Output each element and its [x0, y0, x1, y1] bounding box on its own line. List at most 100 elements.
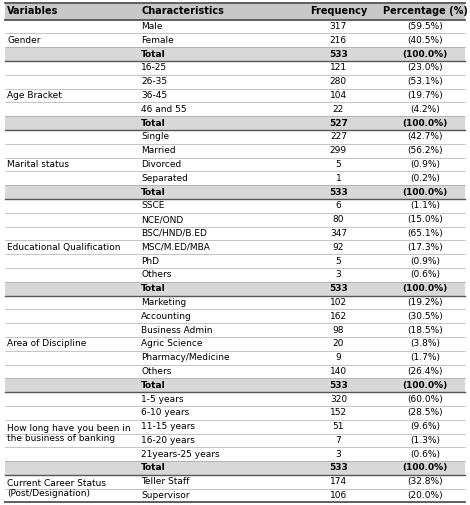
Text: 16-25: 16-25 — [141, 64, 167, 73]
Text: (17.3%): (17.3%) — [407, 243, 443, 252]
Text: Total: Total — [141, 381, 166, 390]
Text: 3: 3 — [336, 449, 341, 459]
Text: Area of Discipline: Area of Discipline — [7, 339, 86, 348]
Text: Teller Staff: Teller Staff — [141, 477, 189, 486]
Text: (26.4%): (26.4%) — [407, 367, 443, 376]
Text: Total: Total — [141, 284, 166, 293]
Text: (23.0%): (23.0%) — [407, 64, 443, 73]
Text: 533: 533 — [329, 464, 348, 473]
Text: 21years-25 years: 21years-25 years — [141, 449, 219, 459]
Text: 317: 317 — [330, 22, 347, 31]
Text: Marketing: Marketing — [141, 298, 186, 307]
Text: (100.0%): (100.0%) — [403, 284, 448, 293]
Text: (100.0%): (100.0%) — [403, 381, 448, 390]
Text: 102: 102 — [330, 298, 347, 307]
Text: PhD: PhD — [141, 257, 159, 266]
Text: 26-35: 26-35 — [141, 77, 167, 86]
Text: Total: Total — [141, 119, 166, 128]
Text: 9: 9 — [336, 353, 341, 362]
Text: (56.2%): (56.2%) — [407, 146, 443, 155]
Text: Agric Science: Agric Science — [141, 339, 203, 348]
Text: Variables: Variables — [7, 6, 58, 16]
Text: 533: 533 — [329, 284, 348, 293]
Text: Male: Male — [141, 22, 163, 31]
Text: Divorced: Divorced — [141, 160, 181, 169]
Text: Female: Female — [141, 36, 174, 45]
Text: (3.8%): (3.8%) — [410, 339, 440, 348]
Text: 6-10 years: 6-10 years — [141, 409, 189, 417]
Text: 299: 299 — [330, 146, 347, 155]
Text: Educational Qualification: Educational Qualification — [7, 243, 120, 252]
Text: BSC/HND/B.ED: BSC/HND/B.ED — [141, 229, 207, 238]
Text: MSC/M.ED/MBA: MSC/M.ED/MBA — [141, 243, 210, 252]
Text: (19.7%): (19.7%) — [407, 91, 443, 100]
Text: (100.0%): (100.0%) — [403, 188, 448, 196]
Text: Total: Total — [141, 188, 166, 196]
Text: NCE/OND: NCE/OND — [141, 215, 183, 224]
Text: 1-5 years: 1-5 years — [141, 394, 183, 403]
Bar — [5, 282, 465, 295]
Text: 162: 162 — [330, 312, 347, 321]
Text: (32.8%): (32.8%) — [407, 477, 443, 486]
Text: (15.0%): (15.0%) — [407, 215, 443, 224]
Text: 11-15 years: 11-15 years — [141, 422, 195, 431]
Text: Single: Single — [141, 132, 169, 141]
Text: (28.5%): (28.5%) — [407, 409, 443, 417]
Text: 6: 6 — [336, 201, 341, 211]
Text: 104: 104 — [330, 91, 347, 100]
Text: 7: 7 — [336, 436, 341, 445]
Text: (0.9%): (0.9%) — [410, 160, 440, 169]
Text: 16-20 years: 16-20 years — [141, 436, 195, 445]
Text: (100.0%): (100.0%) — [403, 49, 448, 59]
Text: 152: 152 — [330, 409, 347, 417]
Text: (1.3%): (1.3%) — [410, 436, 440, 445]
Text: 5: 5 — [336, 257, 341, 266]
Text: Percentage (%): Percentage (%) — [383, 6, 468, 16]
Text: 174: 174 — [330, 477, 347, 486]
Text: 20: 20 — [333, 339, 344, 348]
Text: (9.6%): (9.6%) — [410, 422, 440, 431]
Text: (65.1%): (65.1%) — [407, 229, 443, 238]
Text: Age Bracket: Age Bracket — [7, 91, 62, 100]
Text: (40.5%): (40.5%) — [407, 36, 443, 45]
Text: (1.1%): (1.1%) — [410, 201, 440, 211]
Text: 106: 106 — [330, 491, 347, 500]
Text: 227: 227 — [330, 132, 347, 141]
Text: Supervisor: Supervisor — [141, 491, 189, 500]
Text: 80: 80 — [333, 215, 344, 224]
Text: Separated: Separated — [141, 174, 188, 183]
Text: 5: 5 — [336, 160, 341, 169]
Text: Pharmacy/Medicine: Pharmacy/Medicine — [141, 353, 230, 362]
Text: 121: 121 — [330, 64, 347, 73]
Text: Marital status: Marital status — [7, 160, 69, 169]
Text: 320: 320 — [330, 394, 347, 403]
Text: 22: 22 — [333, 105, 344, 114]
Text: (42.7%): (42.7%) — [407, 132, 443, 141]
Bar — [5, 461, 465, 475]
Text: 1: 1 — [336, 174, 341, 183]
Text: (100.0%): (100.0%) — [403, 464, 448, 473]
Text: Current Career Status
(Post/Designation): Current Career Status (Post/Designation) — [7, 479, 106, 498]
Text: (18.5%): (18.5%) — [407, 326, 443, 334]
Text: (20.0%): (20.0%) — [407, 491, 443, 500]
Text: (0.6%): (0.6%) — [410, 449, 440, 459]
Text: 527: 527 — [329, 119, 348, 128]
Text: SSCE: SSCE — [141, 201, 164, 211]
Text: (53.1%): (53.1%) — [407, 77, 443, 86]
Text: (1.7%): (1.7%) — [410, 353, 440, 362]
Text: 140: 140 — [330, 367, 347, 376]
Text: 46 and 55: 46 and 55 — [141, 105, 187, 114]
Text: (59.5%): (59.5%) — [407, 22, 443, 31]
Text: 280: 280 — [330, 77, 347, 86]
Text: (0.2%): (0.2%) — [410, 174, 440, 183]
Bar — [5, 116, 465, 130]
Text: (0.9%): (0.9%) — [410, 257, 440, 266]
Text: 92: 92 — [333, 243, 344, 252]
Text: 347: 347 — [330, 229, 347, 238]
Text: How long have you been in
the business of banking: How long have you been in the business o… — [7, 424, 131, 443]
Text: 3: 3 — [336, 270, 341, 279]
Text: Frequency: Frequency — [310, 6, 367, 16]
Text: 533: 533 — [329, 188, 348, 196]
Text: (60.0%): (60.0%) — [407, 394, 443, 403]
Text: 533: 533 — [329, 49, 348, 59]
